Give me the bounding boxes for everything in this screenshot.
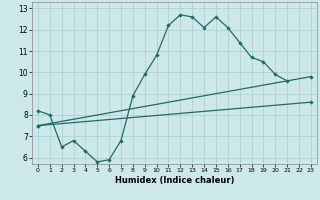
X-axis label: Humidex (Indice chaleur): Humidex (Indice chaleur) [115, 176, 234, 185]
